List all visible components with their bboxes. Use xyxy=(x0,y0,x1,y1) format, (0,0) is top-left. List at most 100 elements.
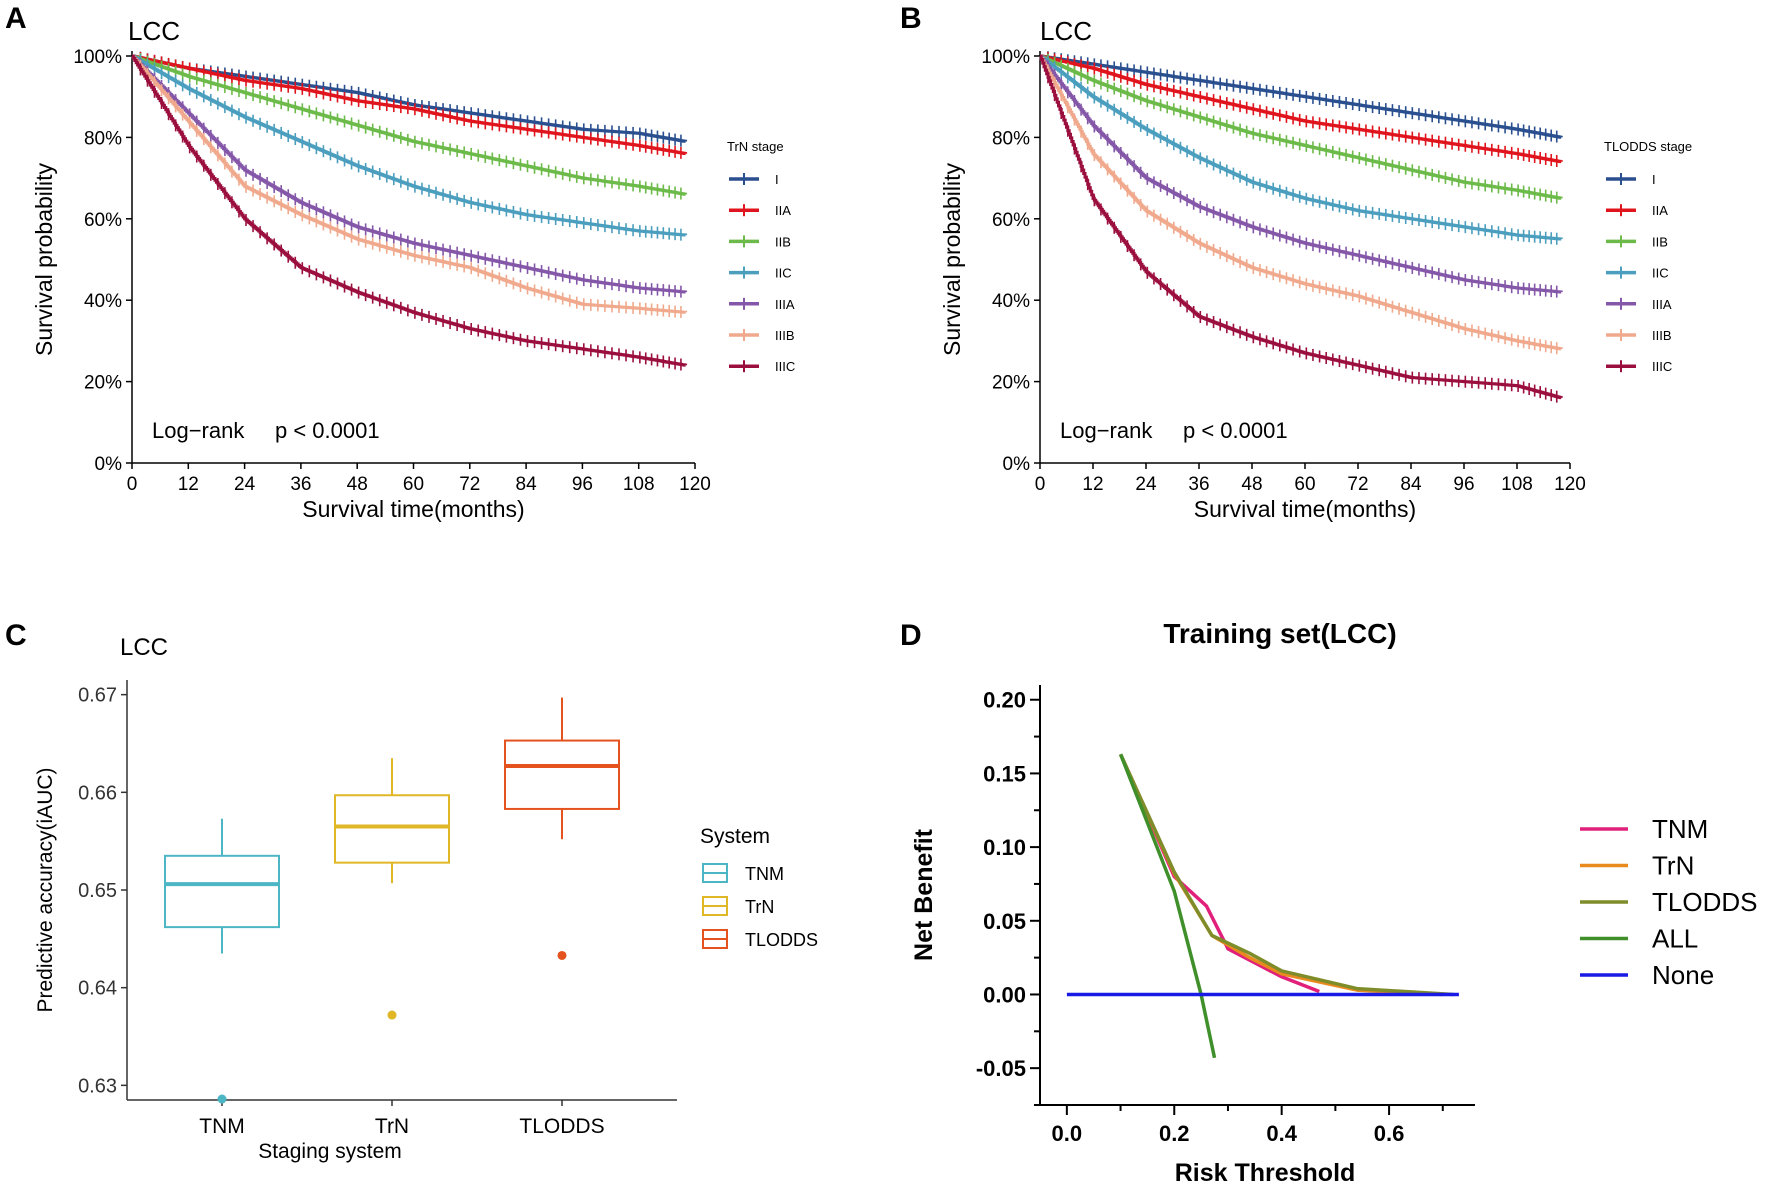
legend-title: TLODDS stage xyxy=(1604,139,1692,154)
legend-title: System xyxy=(700,825,770,848)
logrank-label: Log−rank xyxy=(1060,418,1153,443)
censor-marks-iib xyxy=(1047,53,1558,204)
legend-label-iia: IIA xyxy=(1652,203,1668,218)
y-axis-title: Net Benefit xyxy=(910,828,938,961)
censor-marks-iic xyxy=(139,54,682,241)
panel-letter-A: A xyxy=(5,2,27,35)
x-tick-label: 12 xyxy=(1082,474,1103,495)
box-iqr xyxy=(164,854,280,929)
legend-label-trn: TrN xyxy=(745,897,774,917)
km-chart-tlodds: 0% 20% 40% 60% 80% 100% 0 12 24 36 48 60 72 84 96 108 12… xyxy=(939,47,1692,522)
x-tick-label: 0 xyxy=(127,474,138,495)
km-curve-iia xyxy=(131,54,688,155)
legend-label-iic: IIC xyxy=(1652,266,1669,281)
km-curve-iiic xyxy=(131,54,688,367)
x-tick-label: 120 xyxy=(679,474,711,495)
y-axis-title: Survival probability xyxy=(939,162,965,356)
x-tick-label: 60 xyxy=(1294,474,1315,495)
dca-line-tnm xyxy=(1118,753,1320,994)
box-iqr xyxy=(334,794,450,864)
box-tlodds xyxy=(504,697,620,960)
y-axis-title: Survival probability xyxy=(31,162,57,356)
x-tick-label: 48 xyxy=(1241,474,1262,495)
panel-C-subtitle: LCC xyxy=(120,634,168,661)
x-axis-title: Staging system xyxy=(258,1140,402,1163)
censor-marks-iib xyxy=(139,53,682,200)
panel-D-title: Training set(LCC) xyxy=(1163,618,1396,649)
x-tick-label: 36 xyxy=(290,474,311,495)
box-iqr xyxy=(504,739,620,810)
legend-label-tnm: TNM xyxy=(1652,814,1708,844)
y-tick-label: 40% xyxy=(84,291,122,312)
km-curve-iib xyxy=(1039,54,1563,200)
panel-letter-B: B xyxy=(900,2,922,35)
x-tick-label: 72 xyxy=(1347,474,1368,495)
km-chart-trn: 0% 20% 40% 60% 80% 100% 0 12 24 36 48 60 72 84 96 108 12… xyxy=(31,47,795,522)
censor-marks-iiic xyxy=(1047,71,1558,403)
censor-marks-iiic xyxy=(139,63,682,371)
y-tick-label: 0% xyxy=(95,454,123,475)
y-tick-label: 0.65 xyxy=(78,880,117,902)
x-tick-label: TrN xyxy=(375,1115,409,1138)
y-tick-label: 0.63 xyxy=(78,1075,117,1097)
box-tnm xyxy=(164,818,280,1104)
panel-letter-D: D xyxy=(900,619,922,652)
x-axis-title: Survival time(months) xyxy=(1194,496,1416,522)
y-tick-label: 80% xyxy=(992,128,1030,149)
x-axis-title: Survival time(months) xyxy=(302,496,524,522)
legend-label-tnm: TNM xyxy=(745,864,784,884)
y-tick-label: 100% xyxy=(73,47,122,68)
censor-marks-iiib xyxy=(139,59,682,319)
x-tick-label: TLODDS xyxy=(519,1115,604,1138)
y-tick-label: 20% xyxy=(84,373,122,394)
legend-label-none: None xyxy=(1652,960,1714,990)
legend-label-tlodds: TLODDS xyxy=(1652,887,1757,917)
km-curve-i xyxy=(1039,54,1563,139)
km-curve-iiia xyxy=(131,54,688,294)
legend-label-iiic: IIIC xyxy=(775,359,795,374)
outlier-point xyxy=(217,1094,227,1104)
dca-line-tlodds xyxy=(1119,753,1454,997)
censor-marks-iia xyxy=(139,51,682,159)
x-tick-label: 108 xyxy=(623,474,655,495)
y-tick-label: 0% xyxy=(1003,454,1031,475)
panel-A-subtitle: LCC xyxy=(128,16,180,46)
x-tick-label: 24 xyxy=(1135,474,1157,495)
x-tick-label: 0.0 xyxy=(1052,1121,1083,1146)
legend-label-iiib: IIIB xyxy=(1652,328,1672,343)
outlier-point xyxy=(387,1010,397,1020)
y-tick-label: 60% xyxy=(84,210,122,231)
p-value-label: p < 0.0001 xyxy=(1183,418,1288,443)
legend-label-iib: IIB xyxy=(1652,234,1668,249)
legend-label-iiia: IIIA xyxy=(1652,297,1672,312)
km-curve-iia xyxy=(1039,54,1563,164)
box-chart-iauc: 0.63 0.64 0.65 0.66 0.67 TNM TrN TLODDS Staging … xyxy=(34,680,818,1163)
y-axis-title: Predictive accuracy(iAUC) xyxy=(34,767,57,1012)
censor-marks-iic xyxy=(1047,56,1558,245)
panel-letter-C: C xyxy=(5,619,27,652)
censor-marks-iiia xyxy=(139,58,682,298)
x-tick-label: 0.4 xyxy=(1266,1121,1297,1146)
legend-label-trn: TrN xyxy=(1652,851,1694,881)
x-tick-label: 96 xyxy=(1453,474,1474,495)
km-curve-iic xyxy=(1039,54,1563,241)
legend-label-i: I xyxy=(1652,172,1656,187)
km-curve-iiib xyxy=(1039,54,1563,351)
censor-marks-iiib xyxy=(1047,64,1558,355)
p-value-label: p < 0.0001 xyxy=(275,418,380,443)
x-tick-label: 72 xyxy=(459,474,480,495)
x-axis-title: Risk Threshold xyxy=(1175,1159,1356,1186)
dca-line-all xyxy=(1118,753,1217,1059)
x-tick-label: 84 xyxy=(1400,474,1422,495)
km-curve-i xyxy=(131,54,688,143)
km-curve-iib xyxy=(131,54,688,196)
km-curve-iiic xyxy=(1039,54,1563,400)
legend-label-tlodds: TLODDS xyxy=(745,930,818,950)
legend-label-iia: IIA xyxy=(775,203,791,218)
x-tick-label: 36 xyxy=(1188,474,1209,495)
y-tick-label: 0.05 xyxy=(983,909,1026,934)
y-tick-label: 0.66 xyxy=(78,782,117,804)
y-tick-label: 60% xyxy=(992,210,1030,231)
logrank-label: Log−rank xyxy=(152,418,245,443)
